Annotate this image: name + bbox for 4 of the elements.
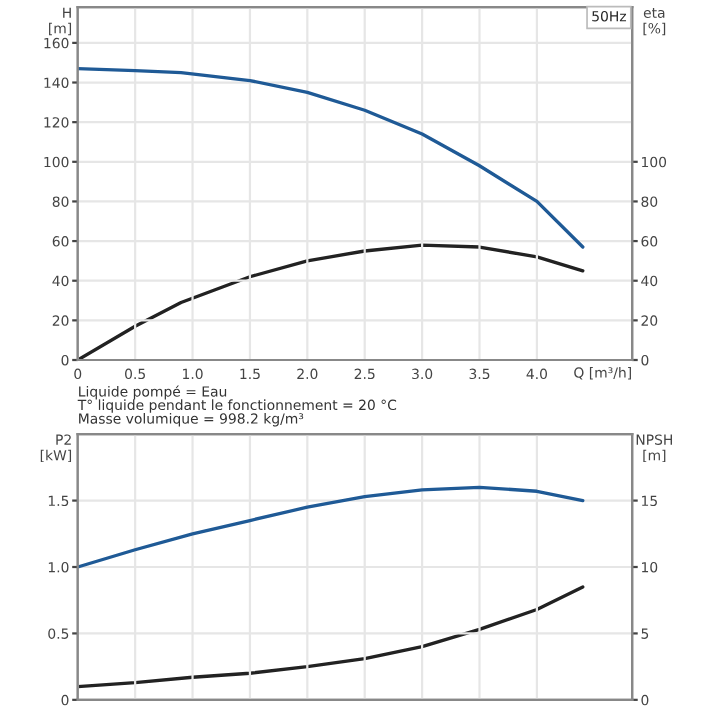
line-series [77,485,585,569]
line-series [77,243,585,360]
line-series [77,585,585,689]
line-series [77,66,585,249]
